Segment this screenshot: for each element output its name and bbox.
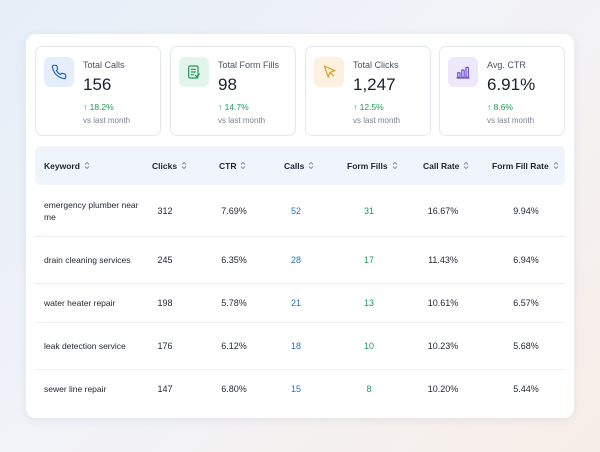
clicks-cell: 176 <box>157 341 173 351</box>
dashboard-card: Total Calls 156 ↑ 18.2% vs last month To… <box>26 34 574 418</box>
call-rate-cell: 10.20% <box>427 384 459 394</box>
form-fill-rate-cell: 5.68% <box>513 341 539 351</box>
clicks-cell: 312 <box>157 205 173 216</box>
stat-card-total-calls: Total Calls 156 ↑ 18.2% vs last month <box>35 46 161 136</box>
clicks-cell: 198 <box>157 298 173 308</box>
column-header-label: Keyword <box>44 160 80 171</box>
stat-delta: ↑ 14.7% <box>218 102 249 112</box>
stat-value: 98 <box>218 75 237 94</box>
stat-comparison: vs last month <box>353 116 401 125</box>
form-fill-rate-cell: 6.57% <box>513 298 539 308</box>
call-rate-cell: 16.67% <box>427 205 459 216</box>
stat-card-total-form-fills: Total Form Fills 98 ↑ 14.7% vs last mont… <box>170 46 296 136</box>
column-header-label: CTR <box>219 160 237 171</box>
column-header-ctr[interactable]: CTR <box>219 146 246 185</box>
stat-delta: ↑ 18.2% <box>83 102 114 112</box>
sort-icon <box>392 161 397 170</box>
sort-icon <box>181 161 187 170</box>
keyword-cell: sewer line repair <box>44 384 107 394</box>
ctr-cell: 6.12% <box>221 341 247 351</box>
table-row: drain cleaning services 245 6.35% 28 17 … <box>35 237 565 284</box>
form-fills-cell: 8 <box>366 384 372 394</box>
column-header-form-fill-rate[interactable]: Form Fill Rate <box>492 146 559 185</box>
clicks-cell: 147 <box>157 384 173 394</box>
stats-row: Total Calls 156 ↑ 18.2% vs last month To… <box>35 46 565 136</box>
stat-comparison: vs last month <box>83 116 131 125</box>
stat-card-total-clicks: Total Clicks 1,247 ↑ 12.5% vs last month <box>305 46 431 136</box>
calls-cell: 21 <box>290 298 301 308</box>
stat-delta: ↑ 12.5% <box>353 102 384 112</box>
form-icon <box>179 57 209 87</box>
stat-label: Total Calls <box>83 60 125 70</box>
form-fill-rate-cell: 6.94% <box>513 255 539 265</box>
keyword-cell: water heater repair <box>44 298 116 308</box>
column-header-label: Form Fill Rate <box>492 160 549 171</box>
cursor-icon <box>314 57 344 87</box>
stat-comparison: vs last month <box>487 116 535 125</box>
call-rate-cell: 10.61% <box>427 298 459 308</box>
phone-icon <box>44 57 74 87</box>
sort-icon <box>553 161 559 170</box>
column-header-calls[interactable]: Calls <box>284 146 314 185</box>
column-header-keyword[interactable]: Keyword <box>44 146 90 185</box>
column-header-clicks[interactable]: Clicks <box>152 146 187 185</box>
form-fills-cell: 10 <box>363 341 374 351</box>
stat-value: 1,247 <box>353 75 396 94</box>
ctr-cell: 6.80% <box>221 384 247 394</box>
column-header-label: Calls <box>284 160 305 171</box>
calls-cell: 52 <box>290 205 301 216</box>
keyword-cell: drain cleaning services <box>44 255 131 265</box>
clicks-cell: 245 <box>157 255 173 265</box>
form-fills-cell: 13 <box>363 298 374 308</box>
stat-label: Avg. CTR <box>487 60 526 70</box>
calls-cell: 15 <box>290 384 301 394</box>
sort-icon <box>241 161 246 170</box>
ctr-cell: 7.69% <box>221 205 247 216</box>
ctr-cell: 5.78% <box>221 298 247 308</box>
table-row: leak detection service 176 6.12% 18 10 1… <box>35 323 565 370</box>
stat-card-avg-ctr: Avg. CTR 6.91% ↑ 8.6% vs last month <box>439 46 565 136</box>
stat-value: 156 <box>83 75 112 94</box>
table-row: water heater repair 198 5.78% 21 13 10.6… <box>35 284 565 323</box>
table-header: Keyword Clicks CTR Calls Form Fills Call… <box>35 146 565 185</box>
column-header-call-rate[interactable]: Call Rate <box>423 146 469 185</box>
table-row: sewer line repair 147 6.80% 15 8 10.20% … <box>35 370 565 408</box>
stat-label: Total Form Fills <box>218 60 280 70</box>
form-fill-rate-cell: 9.94% <box>513 205 539 216</box>
stat-comparison: vs last month <box>218 116 266 125</box>
keyword-table: Keyword Clicks CTR Calls Form Fills Call… <box>35 146 565 408</box>
column-header-label: Clicks <box>152 160 178 171</box>
call-rate-cell: 11.43% <box>428 255 458 265</box>
column-header-form-fills[interactable]: Form Fills <box>347 146 398 185</box>
bar-chart-icon <box>448 57 478 87</box>
keyword-cell: leak detection service <box>44 341 126 351</box>
calls-cell: 18 <box>290 341 301 351</box>
form-fills-cell: 31 <box>363 205 374 216</box>
column-header-label: Call Rate <box>423 160 460 171</box>
keyword-cell: emergency plumber near me <box>44 199 139 222</box>
stat-label: Total Clicks <box>353 60 399 70</box>
table-row: emergency plumber near me 312 7.69% 52 3… <box>35 185 565 237</box>
calls-cell: 28 <box>290 255 301 265</box>
stat-delta: ↑ 8.6% <box>487 102 513 112</box>
stat-value: 6.91% <box>487 75 536 94</box>
sort-icon <box>308 161 314 170</box>
sort-icon <box>464 161 469 170</box>
column-header-label: Form Fills <box>347 160 388 171</box>
form-fill-rate-cell: 5.44% <box>513 384 539 394</box>
call-rate-cell: 10.23% <box>427 341 459 351</box>
form-fills-cell: 17 <box>363 255 374 265</box>
ctr-cell: 6.35% <box>221 255 247 265</box>
sort-icon <box>84 161 90 170</box>
